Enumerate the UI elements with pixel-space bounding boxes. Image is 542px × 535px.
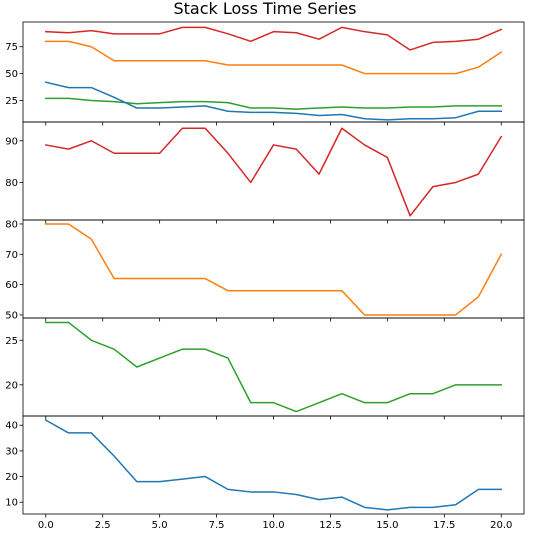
y-tick-label: 20 — [5, 472, 18, 483]
y-tick-label: 60 — [5, 280, 18, 291]
y-tick-label: 80 — [5, 219, 18, 230]
y-tick-label: 10 — [5, 498, 18, 509]
series-line-4 — [44, 419, 502, 511]
y-tick-label: 90 — [5, 136, 18, 147]
subplot-frame — [22, 121, 525, 221]
y-tick-label: 50 — [5, 69, 18, 80]
x-tick-label: 2.5 — [95, 520, 111, 531]
series-line-1 — [44, 127, 503, 217]
subplot-3: 50 60 70 80 — [5, 219, 525, 322]
series-line-2 — [45, 223, 503, 316]
x-tick-label: 0.0 — [38, 520, 54, 531]
y-tick-label: 25 — [5, 336, 18, 347]
x-tick-label: 12.5 — [319, 520, 341, 531]
chart-title: Stack Loss Time Series — [173, 0, 356, 18]
subplot-frame — [22, 21, 525, 123]
subplot-2: 80 90 — [5, 121, 525, 224]
x-tick-label: 15.0 — [376, 520, 398, 531]
x-tick-label: 20.0 — [490, 520, 512, 531]
subplot-5: 10 20 30 40 0.0 2.5 5.0 7.5 10.0 12.5 15.0 17.5 20.0 — [5, 415, 525, 531]
y-tick-label: 50 — [5, 310, 18, 321]
series-line-2 — [45, 40, 503, 75]
y-tick-label: 80 — [5, 178, 18, 189]
series-line-3 — [45, 321, 502, 413]
y-tick-label: 75 — [5, 42, 18, 53]
subplot-frame — [22, 317, 525, 417]
series-line-4 — [44, 81, 502, 121]
series-line-1 — [44, 26, 503, 51]
subplot-frame — [22, 219, 525, 319]
series-line-3 — [45, 97, 502, 110]
subplot-1: 25 50 75 — [5, 21, 525, 126]
y-tick-label: 40 — [5, 421, 18, 432]
subplot-frame — [22, 415, 525, 515]
x-tick-label: 7.5 — [209, 520, 225, 531]
y-tick-label: 20 — [5, 380, 18, 391]
y-tick-label: 30 — [5, 446, 18, 457]
y-tick-label: 70 — [5, 250, 18, 261]
x-tick-label: 17.5 — [433, 520, 455, 531]
x-tick-label: 10.0 — [262, 520, 284, 531]
y-tick-label: 25 — [5, 96, 18, 107]
x-tick-label: 5.0 — [152, 520, 168, 531]
